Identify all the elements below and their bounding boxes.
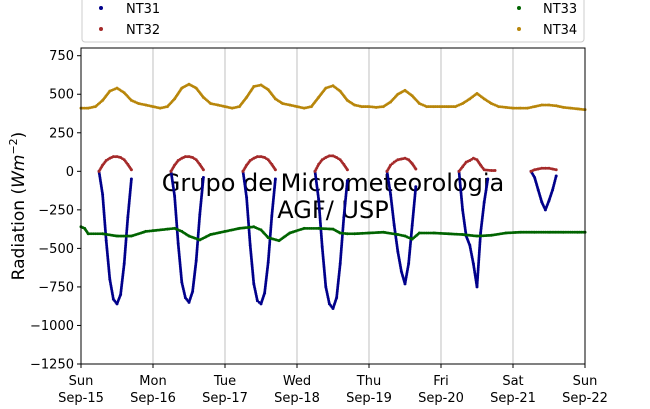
series-nt32 [97, 154, 558, 173]
y-axis-label: Radiation (Wm−2) [7, 132, 29, 281]
x-tick-label-day: Fri [433, 374, 449, 389]
x-tick-label-day: Sat [502, 374, 523, 389]
x-tick-label-date: Sep-18 [274, 391, 320, 406]
x-tick-label-date: Sep-20 [418, 391, 464, 406]
x-tick-label-day: Thu [356, 374, 381, 389]
legend-label-nt31: NT31 [126, 2, 160, 17]
x-tick-label-day: Wed [283, 374, 311, 389]
legend-marker-nt33 [517, 6, 521, 10]
data-point [554, 168, 558, 172]
watermark-line-1: Grupo de Micrometeorologia [162, 169, 504, 197]
x-tick-label-day: Sun [573, 374, 598, 389]
y-axis-label-close: ) [9, 132, 29, 139]
data-point [414, 167, 418, 171]
data-point [345, 179, 349, 183]
y-axis: 750 500 250 0 −250 −500 −750 −1000 −1250 [30, 49, 81, 373]
y-axis-label-unit: Wm [9, 155, 29, 188]
y-tick-label: −1250 [30, 358, 74, 373]
legend-marker-nt34 [517, 27, 521, 31]
series-layer [79, 82, 587, 311]
y-tick-label: −250 [38, 203, 74, 218]
x-tick-label-date: Sep-21 [490, 391, 536, 406]
plot-background [81, 48, 585, 364]
x-tick-label-date: Sep-15 [58, 391, 104, 406]
data-point [201, 175, 205, 179]
y-tick-label: 0 [66, 165, 74, 180]
data-point [129, 177, 133, 181]
series-nt33 [79, 225, 587, 243]
watermark: Grupo de Micrometeorologia AGF/ USP [162, 169, 504, 224]
legend-label-nt34: NT34 [543, 23, 577, 38]
x-tick-label-day: Sun [69, 374, 94, 389]
y-tick-label: −1000 [30, 319, 74, 334]
y-axis-label-main: Radiation ( [9, 188, 29, 280]
x-tick-label-date: Sep-19 [346, 391, 392, 406]
legend-label-nt33: NT33 [543, 2, 577, 17]
legend-marker-nt31 [99, 6, 103, 10]
plot-area: Grupo de Micrometeorologia AGF/ USP [79, 47, 587, 365]
x-tick-label-day: Mon [139, 374, 166, 389]
data-point [273, 168, 277, 172]
x-tick-label-day: Tue [213, 374, 236, 389]
data-point [486, 177, 490, 181]
legend-frame [81, 0, 585, 43]
y-tick-label: −750 [38, 280, 74, 295]
y-tick-label: −500 [38, 242, 74, 257]
x-tick-label-date: Sep-16 [130, 391, 176, 406]
legend-label-nt32: NT32 [126, 23, 160, 38]
data-point [201, 168, 205, 172]
watermark-line-2: AGF/ USP [277, 196, 388, 224]
data-point [273, 177, 277, 181]
y-tick-label: 500 [49, 88, 74, 103]
x-axis: Sun Sep-15 Mon Sep-16 Tue Sep-17 Wed Sep-18 Thu S… [58, 364, 608, 406]
plot-frame [80, 47, 586, 365]
y-axis-label-exponent: −2 [7, 138, 20, 154]
data-point [129, 168, 133, 172]
y-tick-label: 750 [49, 49, 74, 64]
data-point [493, 169, 497, 173]
data-point [345, 168, 349, 172]
y-tick-label: 250 [49, 126, 74, 141]
legend: NT31 NT32 NT33 NT34 [81, 0, 585, 43]
legend-marker-nt32 [99, 27, 103, 31]
data-point [414, 185, 418, 189]
data-point [554, 174, 558, 178]
x-tick-label-date: Sep-22 [562, 391, 608, 406]
x-tick-label-date: Sep-17 [202, 391, 248, 406]
grid-lines [152, 48, 514, 364]
series-nt31 [97, 169, 558, 311]
series-nt34 [79, 82, 587, 112]
